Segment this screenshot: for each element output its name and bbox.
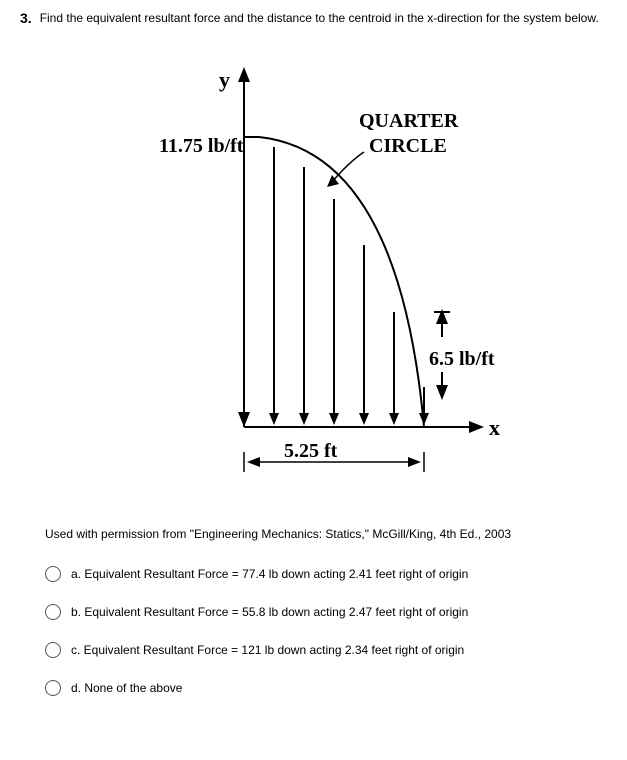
- option-b[interactable]: b. Equivalent Resultant Force = 55.8 lb …: [45, 604, 607, 620]
- y-axis-label: y: [219, 67, 230, 92]
- question-text: Find the equivalent resultant force and …: [40, 10, 599, 27]
- option-a-text: a. Equivalent Resultant Force = 77.4 lb …: [71, 567, 468, 581]
- question-header: 3. Find the equivalent resultant force a…: [20, 10, 607, 27]
- dimension-label: 5.25 ft: [284, 440, 338, 462]
- load-right-label: 6.5 lb/ft: [429, 348, 495, 370]
- option-a[interactable]: a. Equivalent Resultant Force = 77.4 lb …: [45, 566, 607, 582]
- load-left-label: 11.75 lb/ft: [159, 135, 244, 157]
- option-c[interactable]: c. Equivalent Resultant Force = 121 lb d…: [45, 642, 607, 658]
- question-number: 3.: [20, 10, 32, 26]
- option-c-text: c. Equivalent Resultant Force = 121 lb d…: [71, 643, 464, 657]
- radio-icon: [45, 566, 61, 582]
- option-d-text: d. None of the above: [71, 681, 182, 695]
- curve-label-2: CIRCLE: [369, 135, 447, 157]
- radio-icon: [45, 642, 61, 658]
- options-list: a. Equivalent Resultant Force = 77.4 lb …: [20, 566, 607, 696]
- radio-icon: [45, 680, 61, 696]
- load-diagram: y x 11.75 lb/ft QUARTER CIRCLE: [104, 47, 524, 497]
- option-d[interactable]: d. None of the above: [45, 680, 607, 696]
- radio-icon: [45, 604, 61, 620]
- curve-label-1: QUARTER: [359, 110, 459, 132]
- diagram-container: y x 11.75 lb/ft QUARTER CIRCLE: [20, 47, 607, 497]
- citation-text: Used with permission from "Engineering M…: [20, 527, 607, 541]
- option-b-text: b. Equivalent Resultant Force = 55.8 lb …: [71, 605, 468, 619]
- x-axis-label: x: [489, 415, 500, 440]
